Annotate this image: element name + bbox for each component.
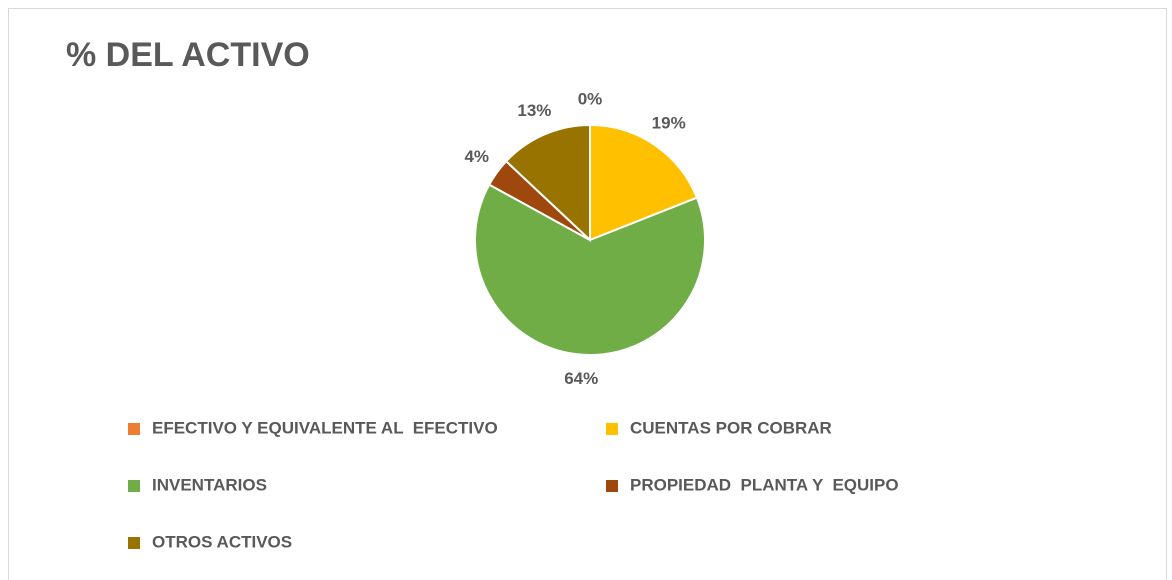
legend-swatch bbox=[128, 480, 140, 492]
legend-label: EFECTIVO Y EQUIVALENTE AL EFECTIVO bbox=[152, 418, 498, 437]
legend-swatch bbox=[606, 423, 618, 435]
pie-slice bbox=[504, 123, 591, 243]
data-label: 64% bbox=[564, 369, 598, 388]
pie-slice bbox=[474, 183, 706, 356]
legend-label: OTROS ACTIVOS bbox=[152, 532, 292, 551]
data-label: 19% bbox=[652, 114, 686, 133]
legend-label: INVENTARIOS bbox=[152, 475, 267, 494]
legend-label: CUENTAS POR COBRAR bbox=[630, 418, 832, 437]
data-label: 0% bbox=[578, 89, 603, 108]
legend-label: PROPIEDAD PLANTA Y EQUIPO bbox=[630, 475, 899, 494]
legend-swatch bbox=[606, 480, 618, 492]
legend-swatch bbox=[128, 537, 140, 549]
legend-swatch bbox=[128, 423, 140, 435]
pie-slice bbox=[589, 123, 699, 242]
chart-title: % DEL ACTIVO bbox=[66, 36, 310, 74]
data-label: 4% bbox=[464, 147, 489, 166]
data-label: 13% bbox=[517, 101, 551, 120]
